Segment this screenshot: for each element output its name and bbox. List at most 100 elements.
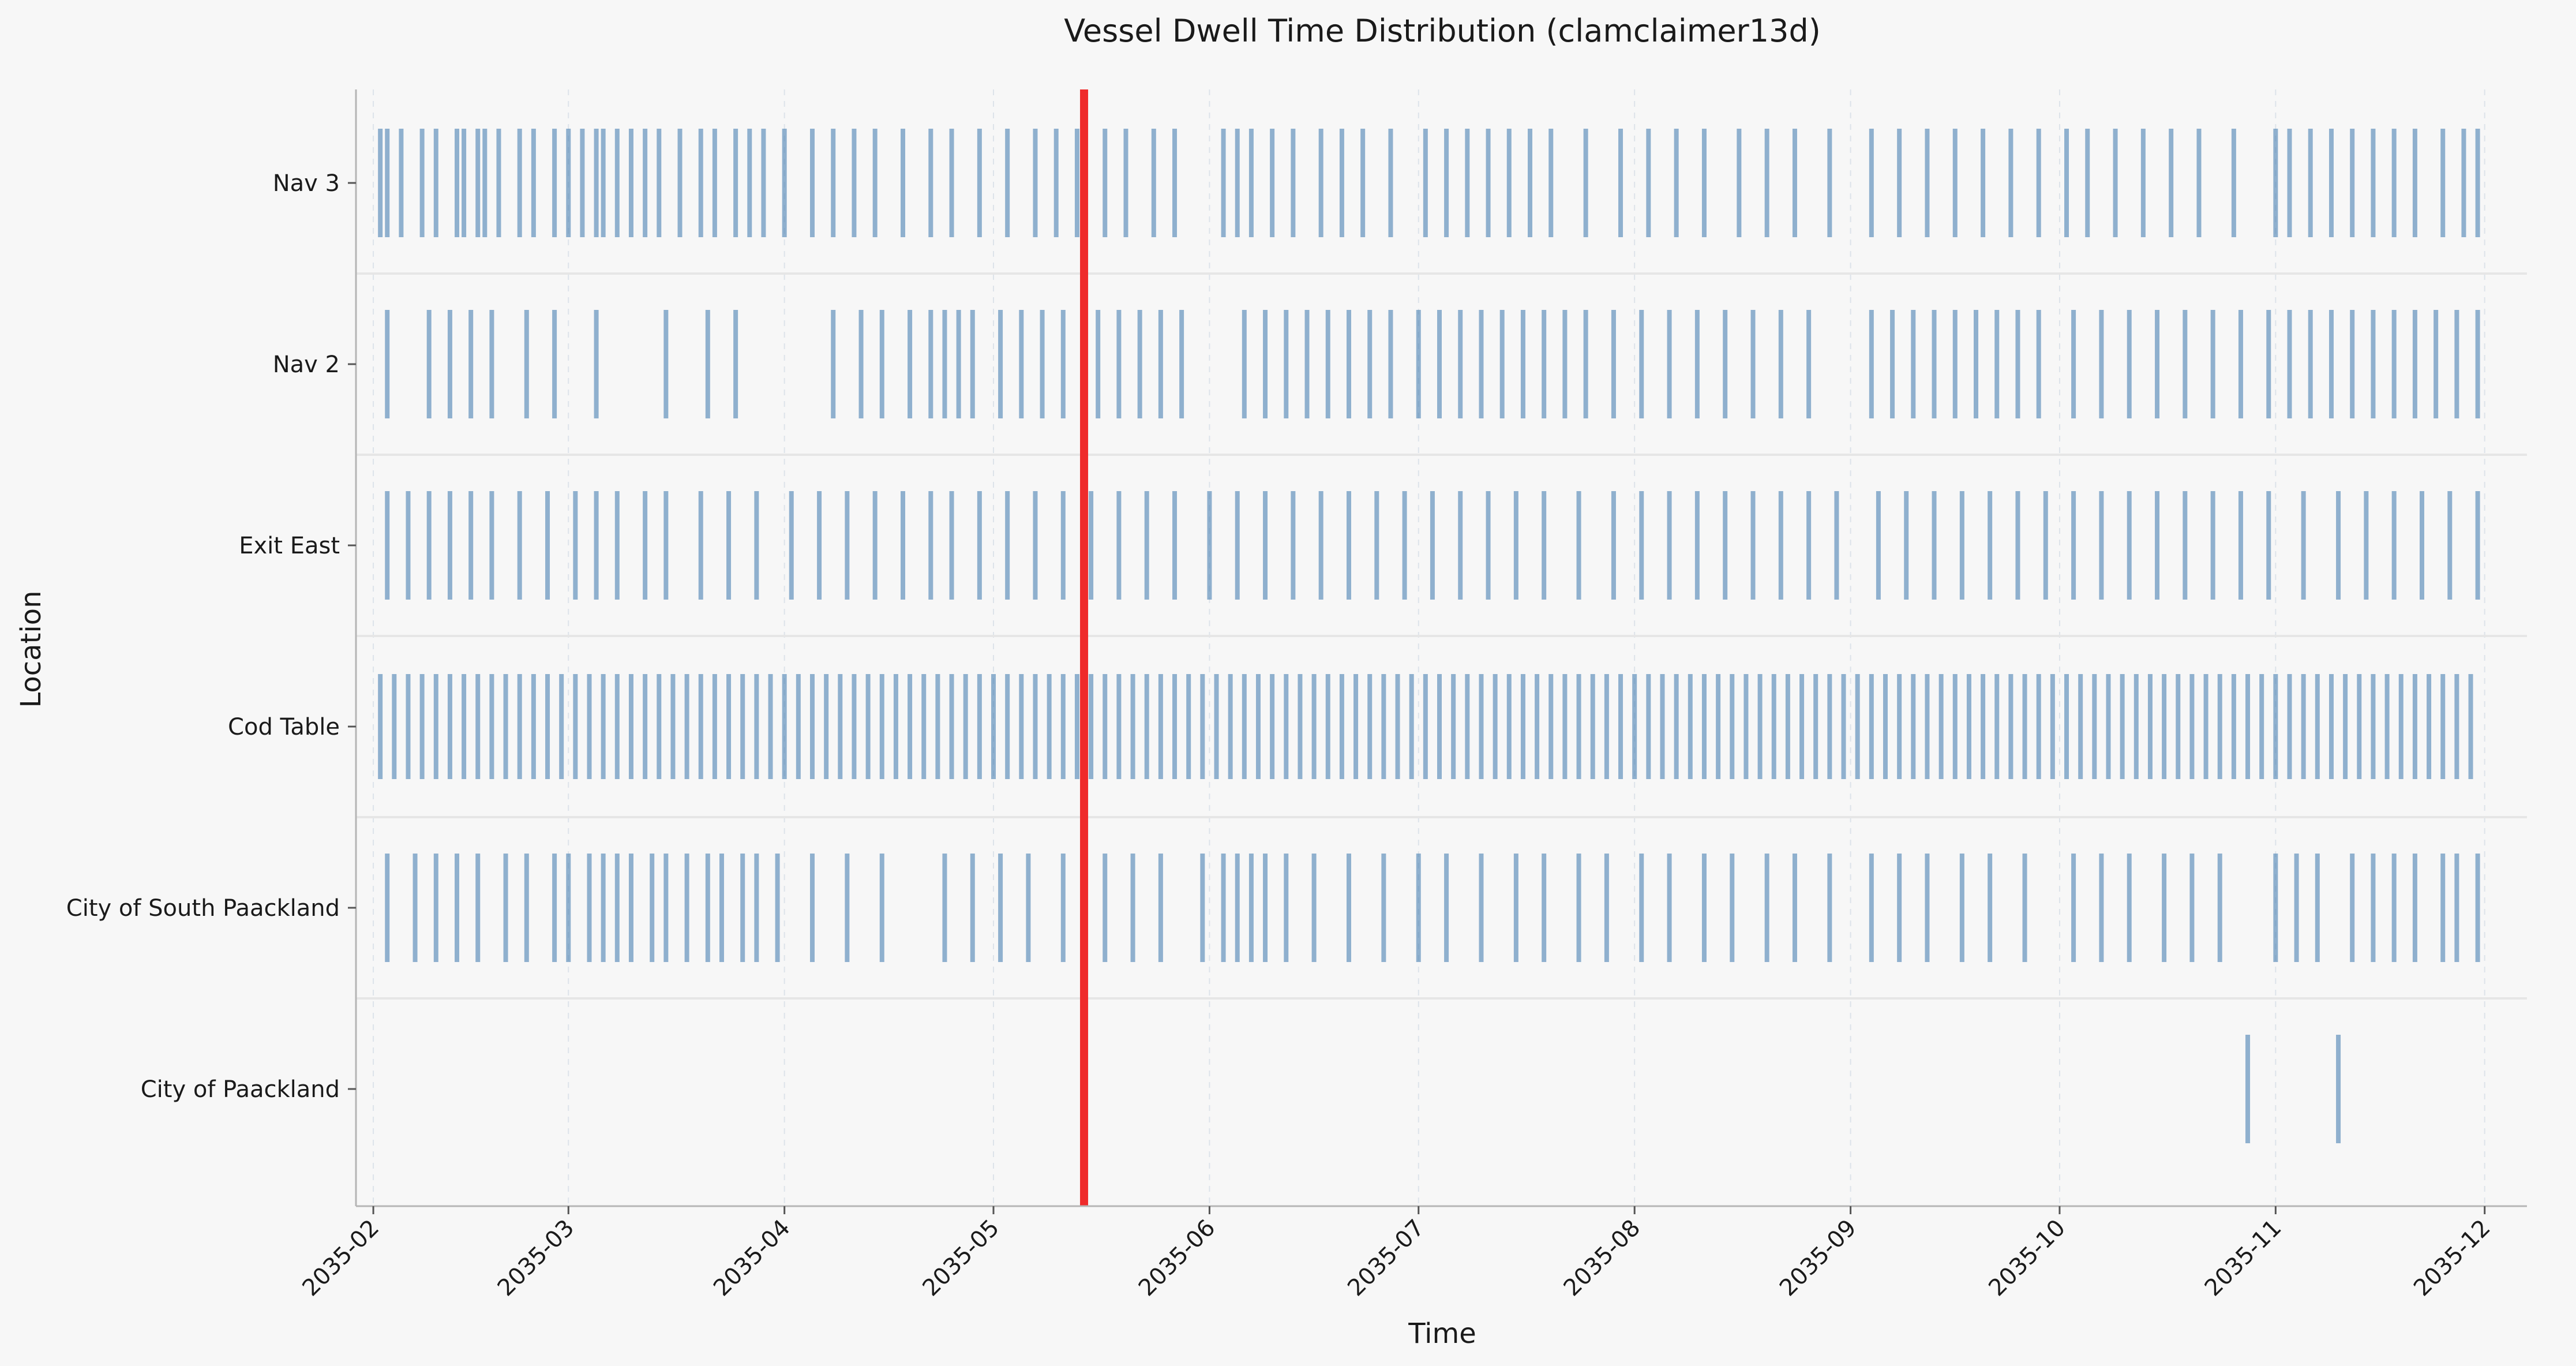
event-bar	[1743, 674, 1749, 779]
event-bar	[1994, 310, 2000, 418]
event-bar	[2043, 491, 2048, 600]
event-bar	[455, 854, 460, 962]
event-bar	[503, 854, 508, 962]
event-bar	[768, 674, 773, 779]
event-bar	[2092, 674, 2097, 779]
event-bar	[1827, 854, 1832, 962]
event-bar	[2015, 491, 2020, 600]
event-bar	[1576, 854, 1581, 962]
event-bar	[517, 129, 522, 237]
event-bar	[1346, 491, 1351, 600]
event-bar	[858, 310, 864, 418]
event-bar	[1172, 129, 1178, 237]
event-bar	[824, 674, 829, 779]
event-bar	[601, 129, 606, 237]
event-bar	[1883, 674, 1888, 779]
event-bar	[594, 491, 599, 600]
event-bar	[1298, 674, 1303, 779]
event-bar	[872, 491, 878, 600]
event-bar	[378, 129, 383, 237]
event-bar	[2440, 854, 2446, 962]
event-bar	[614, 129, 620, 237]
y-tick-label: City of Paackland	[141, 1076, 340, 1103]
event-bar	[789, 491, 794, 600]
event-bar	[462, 674, 467, 779]
event-bar	[1959, 491, 1964, 600]
event-bar	[1130, 674, 1135, 779]
event-bar	[2210, 491, 2215, 600]
event-bar	[2147, 674, 2153, 779]
event-bar	[1235, 491, 1240, 600]
event-bar	[1409, 674, 1414, 779]
event-bar	[419, 129, 425, 237]
event-bar	[1123, 129, 1128, 237]
event-bar	[698, 674, 703, 779]
event-bar	[1688, 674, 1693, 779]
event-bar	[1242, 310, 1247, 418]
event-bar	[956, 310, 961, 418]
event-bar	[1639, 310, 1644, 418]
event-bar	[1667, 310, 1672, 418]
event-bar	[1144, 674, 1149, 779]
event-bar	[2085, 129, 2090, 237]
event-bar	[2336, 1035, 2341, 1143]
event-bar	[740, 854, 745, 962]
event-bar	[1834, 491, 1839, 600]
event-bar	[845, 854, 850, 962]
event-bar	[2308, 310, 2313, 418]
event-bar	[1897, 674, 1902, 779]
event-bar	[740, 674, 745, 779]
event-bar	[1263, 310, 1268, 418]
event-bar	[1437, 310, 1442, 418]
event-bar	[385, 491, 390, 600]
event-bar	[1897, 854, 1902, 962]
event-bar	[2140, 129, 2146, 237]
event-bar	[677, 129, 683, 237]
event-bar	[817, 491, 822, 600]
event-bar	[2398, 674, 2403, 779]
event-bar	[482, 129, 488, 237]
event-bar	[1137, 310, 1142, 418]
event-bar	[684, 674, 689, 779]
event-bar	[1423, 129, 1428, 237]
event-bar	[413, 854, 418, 962]
event-bar	[1367, 674, 1373, 779]
event-bar	[1785, 674, 1790, 779]
event-bar	[2071, 491, 2076, 600]
event-bar	[566, 854, 571, 962]
event-bar	[2266, 310, 2271, 418]
event-bar	[908, 310, 913, 418]
event-bar	[2189, 674, 2195, 779]
event-bar	[2113, 129, 2118, 237]
event-bar	[1506, 129, 1512, 237]
event-bar	[1667, 854, 1672, 962]
event-bar	[1764, 129, 1769, 237]
event-bar	[587, 854, 592, 962]
event-bar	[489, 674, 494, 779]
event-bar	[1172, 674, 1178, 779]
event-bar	[2106, 674, 2111, 779]
event-bar	[1528, 129, 1533, 237]
event-bar	[2447, 491, 2453, 600]
event-bar	[1186, 674, 1191, 779]
event-bar	[698, 129, 703, 237]
event-bar	[1904, 491, 1909, 600]
event-bar	[2357, 674, 2362, 779]
event-bar	[385, 129, 390, 237]
event-bar	[1130, 854, 1135, 962]
event-bar	[782, 129, 787, 237]
event-bar	[2412, 129, 2417, 237]
event-bar	[657, 674, 662, 779]
event-bar	[1618, 129, 1623, 237]
axes-layer	[355, 89, 2527, 1207]
event-bar	[1590, 674, 1595, 779]
events-layer	[378, 129, 2480, 1143]
event-bar	[935, 674, 940, 779]
event-bar	[1604, 674, 1609, 779]
event-bar	[942, 310, 947, 418]
event-bar	[2350, 129, 2355, 237]
event-bar	[628, 129, 633, 237]
event-bar	[1263, 854, 1268, 962]
event-bar	[1952, 674, 1958, 779]
event-bar	[2238, 491, 2243, 600]
